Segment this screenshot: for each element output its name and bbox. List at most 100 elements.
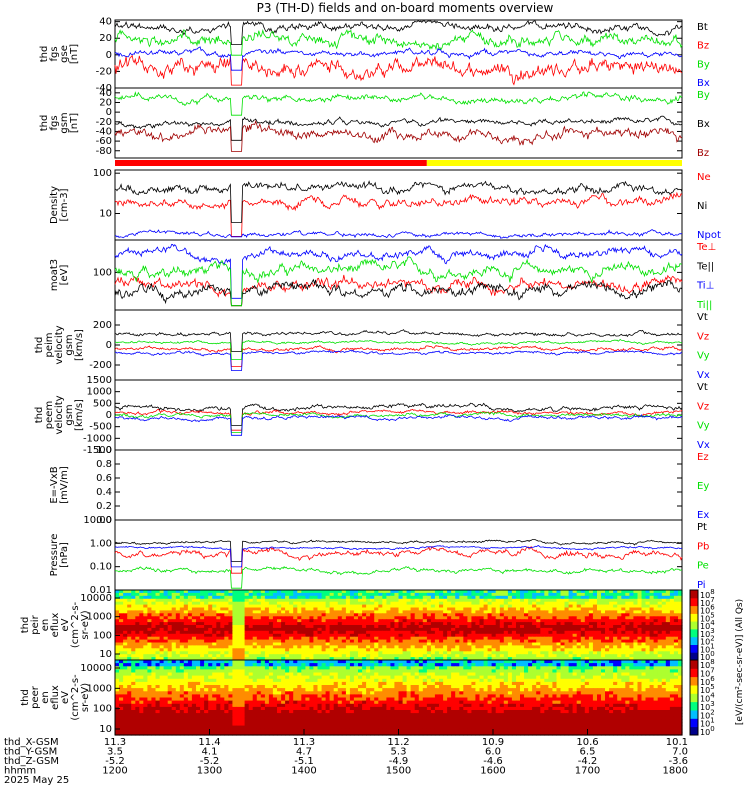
- spectrogram-cell: [321, 651, 327, 655]
- spectrogram-cell: [333, 639, 339, 644]
- spectrogram-cell: [187, 651, 193, 655]
- spectrogram-cell: [532, 660, 537, 664]
- spectrogram-cell: [163, 607, 169, 611]
- series-By-trace: [114, 28, 683, 56]
- spectrogram-cell: [568, 642, 574, 646]
- spectrogram-cell: [552, 672, 557, 677]
- spectrogram-cell: [584, 610, 590, 614]
- spectrogram-cell: [232, 657, 237, 661]
- spectrogram-cell: [175, 669, 181, 674]
- spectrogram-cell: [572, 630, 578, 635]
- spectrogram-cell: [532, 639, 537, 644]
- spectrogram-cell: [268, 651, 274, 655]
- spectrogram-cell: [572, 648, 578, 652]
- spectrogram-cell: [159, 610, 165, 614]
- spectrogram-cell: [479, 630, 485, 635]
- spectrogram-cell: [196, 598, 201, 603]
- spectrogram-cell: [353, 648, 359, 652]
- spectrogram-cell: [204, 604, 209, 609]
- spectrogram-cell: [483, 666, 489, 670]
- spectrogram-cell: [544, 627, 549, 632]
- spectrogram-cell: [119, 610, 124, 614]
- spectrogram-cell: [289, 660, 294, 664]
- spectrogram-cell: [511, 633, 517, 638]
- spectrogram-cell: [511, 642, 517, 646]
- spectrogram-cell: [394, 610, 399, 614]
- y-tick-label: 0.6: [96, 473, 112, 484]
- spectrogram-cell: [293, 657, 298, 661]
- spectrogram-cell: [637, 672, 643, 677]
- spectrogram-cell: [155, 627, 161, 632]
- spectrogram-cell: [511, 613, 517, 617]
- spectrogram-cell: [252, 630, 258, 635]
- spectrogram-cell: [621, 666, 626, 670]
- spectrogram-cell: [463, 607, 468, 611]
- spectrogram-cell: [463, 663, 468, 667]
- spectrogram-cell: [516, 622, 521, 626]
- spectrogram-cell: [151, 648, 156, 652]
- spectrogram-cell: [370, 685, 375, 689]
- spectrogram-cell: [297, 654, 302, 658]
- spectrogram-cell: [649, 669, 655, 674]
- spectrogram-cell: [147, 672, 152, 677]
- spectrogram-cell: [268, 627, 274, 632]
- spectrogram-cell: [479, 636, 485, 641]
- spectrogram-cell: [366, 645, 371, 649]
- spectrogram-cell: [678, 592, 683, 597]
- spectrogram-cell: [657, 678, 663, 683]
- spectrogram-cell: [532, 598, 537, 603]
- spectrogram-cell: [572, 639, 578, 644]
- spectrogram-cell: [556, 604, 562, 609]
- spectrogram-cell: [353, 616, 359, 620]
- spectrogram-cell: [414, 636, 420, 641]
- spectrogram-cell: [240, 678, 246, 683]
- spectrogram-cell: [131, 688, 136, 692]
- spectrogram-cell: [629, 685, 634, 689]
- spectrogram-cell: [220, 688, 225, 692]
- spectrogram-cell: [661, 601, 667, 606]
- spectrogram-cell: [285, 619, 290, 623]
- spectrogram-cell: [418, 675, 424, 680]
- spectrogram-cell: [374, 627, 379, 632]
- spectrogram-cell: [212, 607, 217, 611]
- spectrogram-cell: [629, 660, 634, 664]
- spectrogram-cell: [212, 636, 217, 641]
- spectrogram-cell: [224, 595, 229, 600]
- spectrogram-cell: [378, 685, 383, 689]
- spectrogram-cell: [641, 592, 647, 597]
- spectrogram-cell: [414, 622, 420, 626]
- spectrogram-cell: [633, 639, 638, 644]
- spectrogram-cell: [147, 645, 152, 649]
- spectrogram-cell: [390, 688, 395, 692]
- spectrogram-cell: [414, 672, 420, 677]
- spectrogram-cell: [281, 672, 286, 677]
- spectrogram-cell: [374, 654, 379, 658]
- spectrogram-cell: [175, 630, 181, 635]
- panel-frame: [114, 309, 683, 381]
- spectrogram-cell: [175, 592, 181, 597]
- spectrogram-cell: [451, 688, 456, 692]
- spectrogram-cell: [572, 598, 578, 603]
- spectrogram-cell: [601, 625, 606, 629]
- spectrogram-cell: [252, 648, 258, 652]
- spectrogram-cell: [297, 595, 302, 600]
- spectrogram-cell: [305, 610, 310, 614]
- spectrogram-cell: [167, 627, 173, 632]
- spectrogram-cell: [386, 642, 391, 646]
- spectrogram-cell: [503, 688, 509, 692]
- spectrogram-cell: [191, 691, 197, 695]
- spectrogram-cell: [426, 610, 432, 614]
- spectrogram-cell: [439, 613, 444, 617]
- spectrogram-cell: [167, 607, 173, 611]
- spectrogram-cell: [524, 619, 529, 623]
- spectrogram-cell: [657, 598, 663, 603]
- spectrogram-cell: [175, 688, 181, 692]
- spectrogram-cell: [131, 669, 136, 674]
- spectrogram-cell: [256, 619, 262, 623]
- spectrogram-cell: [580, 685, 586, 689]
- spectrogram-cell: [212, 691, 217, 695]
- spectrogram-cell: [459, 688, 464, 692]
- spectrogram-cell: [422, 613, 428, 617]
- spectrogram-cell: [544, 645, 549, 649]
- spectrogram-cell: [471, 616, 476, 620]
